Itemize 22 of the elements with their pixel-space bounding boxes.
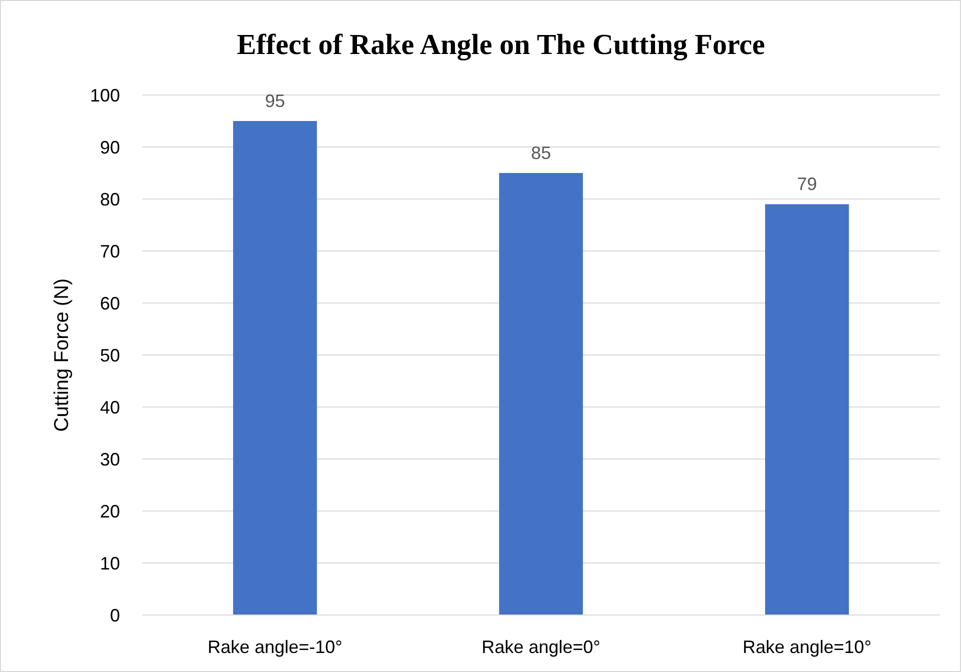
y-tick-label: 10 xyxy=(100,553,120,574)
x-tick-label: Rake angle=-10° xyxy=(208,637,342,657)
x-tick-label: Rake angle=10° xyxy=(742,637,872,657)
y-tick-label: 30 xyxy=(100,449,120,470)
y-tick-label: 50 xyxy=(100,345,120,366)
data-label: 95 xyxy=(264,91,286,111)
bar xyxy=(499,173,583,615)
data-label: 85 xyxy=(530,143,552,163)
data-label: 79 xyxy=(796,174,818,194)
y-tick-label: 70 xyxy=(100,241,120,262)
bar xyxy=(765,204,849,615)
y-axis-title: Cutting Force (N) xyxy=(51,278,73,432)
y-tick-label: 90 xyxy=(100,137,120,158)
y-tick-label: 100 xyxy=(90,85,120,106)
bar xyxy=(233,121,317,615)
y-tick-label: 60 xyxy=(100,293,120,314)
y-tick-label: 40 xyxy=(100,397,120,418)
y-tick-label: 20 xyxy=(100,501,120,522)
y-tick-label: 80 xyxy=(100,189,120,210)
x-tick-label: Rake angle=0° xyxy=(482,637,600,657)
chart-title: Effect of Rake Angle on The Cutting Force xyxy=(236,29,766,61)
y-tick-label: 0 xyxy=(110,605,120,626)
